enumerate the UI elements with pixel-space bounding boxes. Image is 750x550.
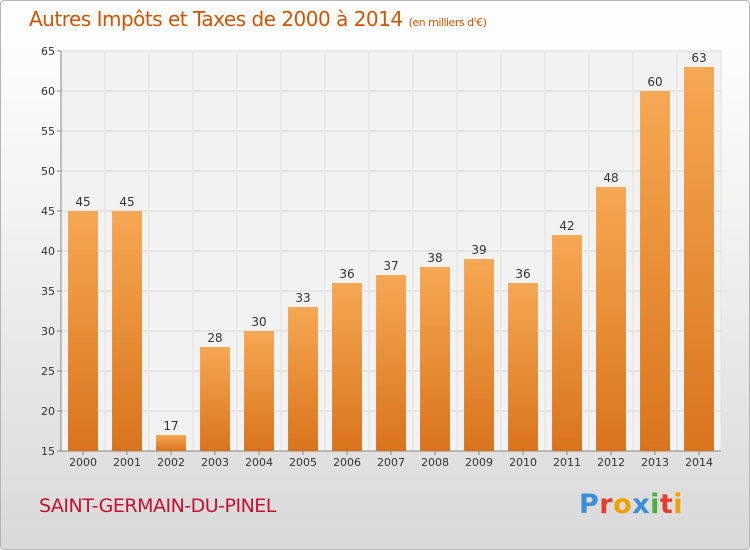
y-tick-label: 40 (41, 245, 55, 258)
x-tick-label-2004: 2004 (245, 456, 273, 469)
value-label-2003: 28 (207, 331, 222, 345)
x-tick-label-2002: 2002 (157, 456, 185, 469)
value-label-2002: 17 (163, 419, 178, 433)
x-tick-label-2013: 2013 (641, 456, 669, 469)
y-tick-label: 35 (41, 285, 55, 298)
bar-2013 (640, 91, 670, 451)
logo-letter: i (650, 489, 660, 520)
bar-2002 (156, 435, 186, 451)
chart-title: Autres Impôts et Taxes de 2000 à 2014 (en… (29, 7, 487, 31)
logo-letter: o (613, 489, 633, 520)
y-tick-label: 25 (41, 365, 55, 378)
value-label-2008: 38 (427, 251, 442, 265)
logo-letter: i (673, 489, 684, 520)
x-tick-label-2011: 2011 (553, 456, 581, 469)
proxiti-logo[interactable]: Proxiti (579, 489, 683, 520)
value-label-2001: 45 (119, 195, 134, 209)
logo-letter: x (632, 489, 651, 520)
bars (68, 67, 714, 451)
y-tick-label: 20 (41, 405, 55, 418)
x-tick-label-2005: 2005 (289, 456, 317, 469)
value-label-2006: 36 (339, 267, 354, 281)
value-label-2004: 30 (251, 315, 266, 329)
y-tick-label: 55 (41, 125, 55, 138)
x-tick-label-2006: 2006 (333, 456, 361, 469)
bar-2005 (288, 307, 318, 451)
y-tick-label: 45 (41, 205, 55, 218)
bar-2007 (376, 275, 406, 451)
value-label-2000: 45 (75, 195, 90, 209)
y-tick-label: 30 (41, 325, 55, 338)
logo-letter: r (599, 489, 614, 520)
bar-2008 (420, 267, 450, 451)
value-label-2012: 48 (603, 171, 618, 185)
value-label-2009: 39 (471, 243, 486, 257)
value-labels: 45 45 17 28 30 33 36 37 38 39 36 42 48 60 63 (75, 51, 706, 433)
axes: 15 20 25 30 35 40 45 50 55 60 65 2000 2001 2002 2003 20… (41, 45, 721, 469)
y-tick-label: 60 (41, 85, 55, 98)
bar-2011 (552, 235, 582, 451)
x-tick-label-2000: 2000 (69, 456, 97, 469)
bar-2009 (464, 259, 494, 451)
chart-title-text: Autres Impôts et Taxes de 2000 à 2014 (29, 7, 403, 31)
bar-2000 (68, 211, 98, 451)
logo-letter: t (659, 489, 674, 520)
x-tick-label-2001: 2001 (113, 456, 141, 469)
value-label-2014: 63 (691, 51, 706, 65)
chart-unit: (en milliers d'€) (408, 16, 487, 29)
x-tick-label-2014: 2014 (685, 456, 713, 469)
bar-2012 (596, 187, 626, 451)
logo-letter: P (579, 489, 600, 520)
x-tick-label-2009: 2009 (465, 456, 493, 469)
x-tick-label-2007: 2007 (377, 456, 405, 469)
value-label-2005: 33 (295, 291, 310, 305)
bar-2003 (200, 347, 230, 451)
y-tick-label: 15 (41, 445, 55, 458)
value-label-2011: 42 (559, 219, 574, 233)
x-tick-label-2003: 2003 (201, 456, 229, 469)
x-tick-label-2012: 2012 (597, 456, 625, 469)
value-label-2010: 36 (515, 267, 530, 281)
bar-2010 (508, 283, 538, 451)
x-tick-label-2008: 2008 (421, 456, 449, 469)
x-tick-label-2010: 2010 (509, 456, 537, 469)
y-tick-label: 65 (41, 45, 55, 58)
city-name: SAINT-GERMAIN-DU-PINEL (39, 495, 276, 517)
bar-2004 (244, 331, 274, 451)
value-label-2013: 60 (647, 75, 662, 89)
y-tick-label: 50 (41, 165, 55, 178)
bar-2006 (332, 283, 362, 451)
bar-2001 (112, 211, 142, 451)
value-label-2007: 37 (383, 259, 398, 273)
bar-2014 (684, 67, 714, 451)
